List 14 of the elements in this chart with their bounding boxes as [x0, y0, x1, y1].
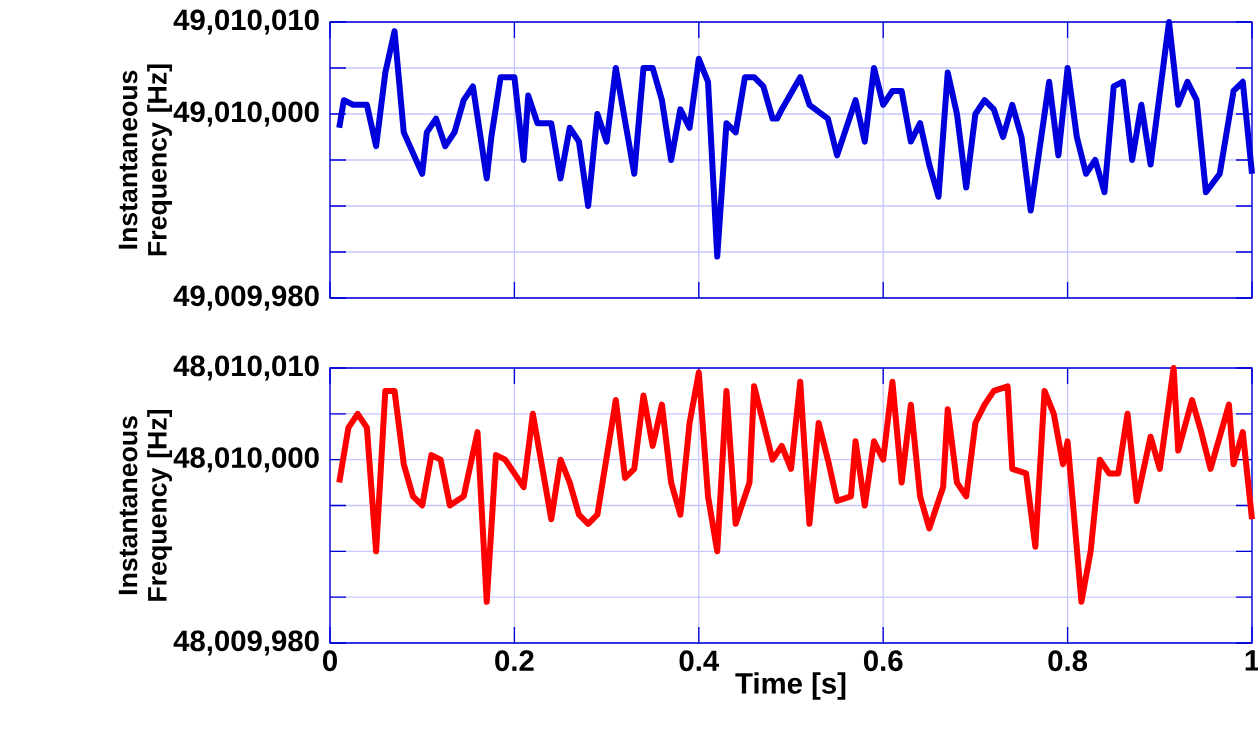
- x-axis-title: Time [s]: [735, 672, 846, 700]
- y-tick-label: 49,009,980: [173, 285, 319, 311]
- y-tick-label: 48,010,010: [173, 355, 319, 381]
- y-tick-label: 49,010,010: [173, 9, 319, 35]
- x-tick-label: 0.4: [679, 650, 720, 672]
- x-tick-label: 0.6: [863, 650, 903, 672]
- x-tick-label: 0.8: [1048, 650, 1088, 672]
- x-tick-label: 0.2: [495, 650, 534, 672]
- y-axis-title: Instantaneous Frequency [Hz]: [118, 409, 172, 601]
- y-axis-title: Instantaneous Frequency [Hz]: [118, 64, 172, 256]
- y-tick-label: 48,009,980: [173, 630, 319, 656]
- x-tick-label: 0: [323, 650, 337, 672]
- y-tick-label: 49,010,000: [173, 101, 319, 127]
- y-tick-label: 48,010,000: [173, 447, 319, 473]
